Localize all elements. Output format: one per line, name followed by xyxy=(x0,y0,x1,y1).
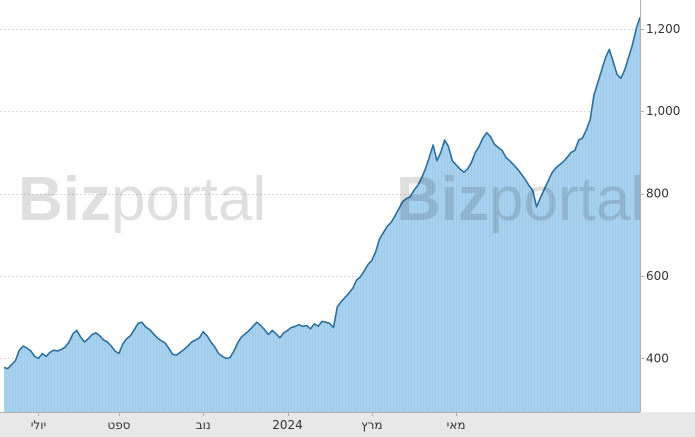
watermark-layer: Bizportal Bizportal xyxy=(18,165,644,234)
area-fill xyxy=(4,17,640,413)
series-line xyxy=(3,17,641,370)
y-tick-label: 400 xyxy=(646,351,669,365)
y-tick-label: 800 xyxy=(646,187,669,201)
x-tick-label: נוב xyxy=(196,418,211,432)
watermark-1-bold: Biz xyxy=(18,165,111,234)
x-tick-label: מרץ xyxy=(361,418,382,432)
x-axis-band xyxy=(0,412,695,437)
watermark-1: Bizportal xyxy=(18,165,266,234)
y-tick-label: 1,000 xyxy=(646,104,680,118)
watermark-2-bold: Biz xyxy=(396,165,489,234)
watermark-1-light: portal xyxy=(111,165,266,234)
watermark-2: Bizportal xyxy=(396,165,644,234)
y-tick-label: 600 xyxy=(646,269,669,283)
area-series xyxy=(3,17,641,413)
x-tick-label: מאי xyxy=(447,418,466,432)
x-tick-label: ספט xyxy=(107,418,130,432)
x-tick-label: 2024 xyxy=(272,418,303,432)
watermark-2-light: portal xyxy=(489,165,644,234)
x-tick-label: יולי xyxy=(31,418,46,432)
y-tick-label: 1,200 xyxy=(646,22,680,36)
